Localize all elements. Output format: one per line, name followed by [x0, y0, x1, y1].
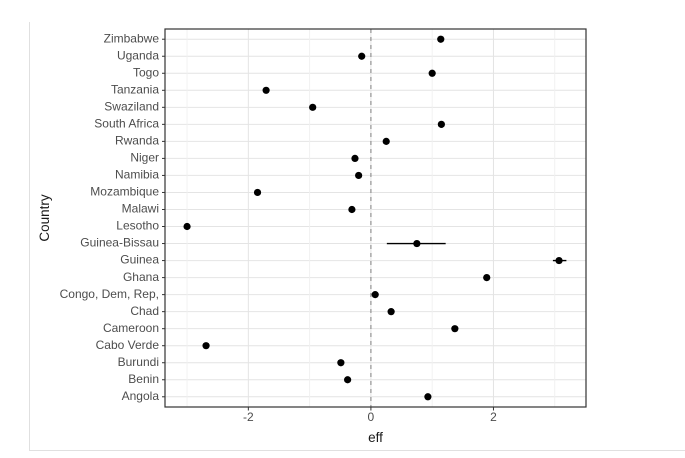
data-point — [351, 154, 359, 163]
y-tick-label: Congo, Dem, Rep, — [60, 287, 159, 301]
data-point — [344, 376, 352, 384]
data-point — [382, 137, 390, 145]
data-point — [451, 325, 459, 333]
x-tick-label: 2 — [490, 410, 497, 424]
y-tick-label: Swaziland — [104, 99, 159, 113]
data-point — [348, 205, 356, 214]
y-tick-label: Ghana — [123, 270, 159, 284]
data-point — [355, 171, 363, 180]
y-tick-label: Uganda — [117, 48, 159, 62]
panel-border — [164, 28, 587, 408]
y-tick-label: South Africa — [94, 117, 159, 131]
y-tick-label: Tanzania — [111, 82, 159, 96]
x-tick-label: 0 — [368, 410, 375, 424]
x-tick-label: -2 — [243, 410, 254, 424]
data-point — [437, 35, 445, 43]
y-tick-label: Zimbabwe — [104, 31, 160, 45]
y-tick-label: Chad — [130, 304, 159, 318]
data-point — [309, 103, 317, 111]
y-tick-label: Guinea-Bissau — [80, 236, 159, 250]
y-tick-label: Angola — [122, 389, 160, 403]
y-tick-label: Lesotho — [116, 219, 159, 233]
y-tick-label: Cameroon — [103, 321, 159, 335]
data-point — [183, 222, 191, 231]
x-axis-title: eff — [368, 430, 383, 445]
data-point — [555, 256, 563, 265]
data-point — [262, 86, 270, 94]
y-tick-label: Burundi — [118, 355, 159, 369]
y-axis-title: Country — [37, 194, 52, 242]
y-tick-label: Niger — [130, 151, 159, 165]
data-point — [428, 69, 436, 77]
y-tick-label: Togo — [133, 65, 159, 79]
data-point — [483, 273, 491, 282]
data-point — [413, 239, 421, 248]
y-tick-label: Namibia — [115, 168, 159, 182]
y-tick-label: Rwanda — [115, 134, 159, 148]
data-point — [358, 52, 366, 60]
y-tick-label: Benin — [128, 372, 159, 386]
y-tick-label: Malawi — [122, 202, 159, 216]
data-point — [202, 342, 210, 350]
y-tick-label: Guinea — [120, 253, 159, 267]
y-tick-label: Mozambique — [90, 185, 159, 199]
data-point — [387, 308, 395, 316]
data-point — [424, 393, 432, 401]
panel-background — [165, 29, 586, 407]
data-point — [337, 359, 345, 367]
data-point — [371, 291, 379, 299]
y-tick-label: Cabo Verde — [96, 338, 160, 352]
data-point — [253, 188, 262, 197]
data-point — [437, 120, 445, 128]
